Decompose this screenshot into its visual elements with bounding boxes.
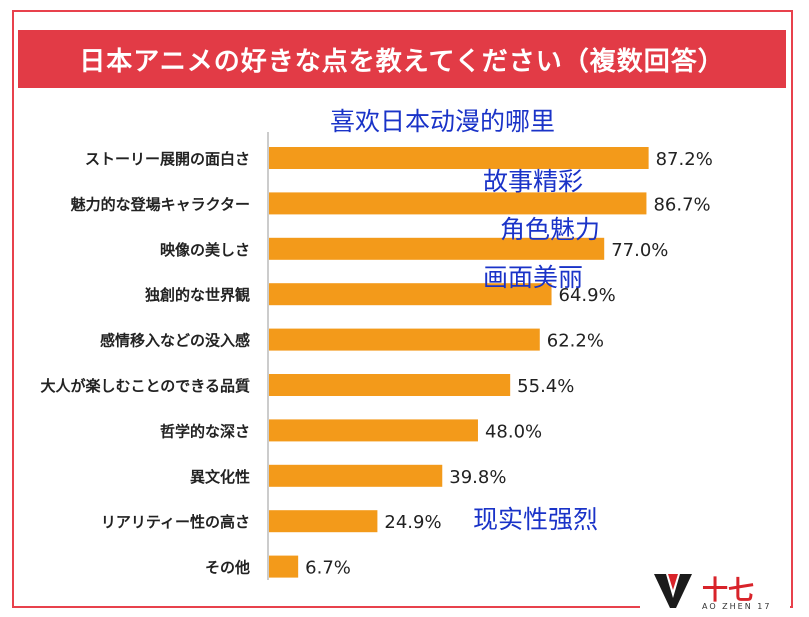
bar-value-label: 62.2% bbox=[547, 331, 604, 352]
bar-value-label: 87.2% bbox=[656, 149, 713, 170]
chart-title: 日本アニメの好きな点を教えてください（複数回答） bbox=[79, 46, 725, 77]
cn-question-annotation: 喜欢日本动漫的哪里 bbox=[330, 107, 556, 136]
category-label: 感情移入などの没入感 bbox=[100, 332, 250, 350]
bar-value-label: 48.0% bbox=[485, 421, 542, 442]
category-label: 魅力的な登場キャラクター bbox=[71, 195, 250, 213]
logo-text: 十七 bbox=[702, 576, 755, 606]
bar bbox=[269, 510, 378, 533]
category-label: 哲学的な深さ bbox=[160, 422, 250, 440]
bar bbox=[269, 328, 540, 351]
category-label: 映像の美しさ bbox=[160, 241, 250, 259]
watermark-logo: 十七 AO ZHEN 17 bbox=[640, 566, 790, 614]
bar-value-label: 55.4% bbox=[517, 376, 574, 397]
bar-value-label: 24.9% bbox=[384, 512, 441, 533]
bar bbox=[269, 283, 552, 306]
bar-value-label: 77.0% bbox=[611, 240, 668, 261]
cn-annotation-visuals: 画面美丽 bbox=[483, 263, 584, 292]
bar-value-label: 6.7% bbox=[305, 558, 351, 579]
cn-annotation-story: 故事精彩 bbox=[483, 167, 584, 196]
bar bbox=[269, 192, 647, 215]
chart-frame bbox=[12, 10, 793, 608]
category-label: リアリティー性の高さ bbox=[101, 513, 250, 531]
category-label: 異文化性 bbox=[190, 468, 250, 486]
bar bbox=[269, 374, 511, 396]
category-label: 独創的な世界観 bbox=[145, 286, 250, 304]
bar bbox=[269, 419, 478, 442]
logo-subtext: AO ZHEN 17 bbox=[702, 602, 772, 611]
bar-value-label: 86.7% bbox=[653, 194, 710, 215]
bar bbox=[269, 555, 299, 578]
logo-mark-icon bbox=[654, 574, 692, 608]
bar bbox=[269, 237, 605, 260]
category-label: ストーリー展開の面白さ bbox=[85, 150, 250, 168]
category-label: その他 bbox=[205, 559, 250, 577]
bar-value-label: 39.8% bbox=[449, 467, 506, 488]
bar bbox=[269, 147, 649, 169]
bar-value-label: 64.9% bbox=[559, 285, 616, 306]
bar bbox=[269, 464, 443, 487]
category-label: 大人が楽しむことのできる品質 bbox=[40, 377, 250, 395]
title-banner: 日本アニメの好きな点を教えてください（複数回答） bbox=[18, 30, 786, 88]
cn-annotation-character: 角色魅力 bbox=[500, 215, 601, 244]
cn-annotation-reality: 现实性强烈 bbox=[473, 505, 599, 534]
